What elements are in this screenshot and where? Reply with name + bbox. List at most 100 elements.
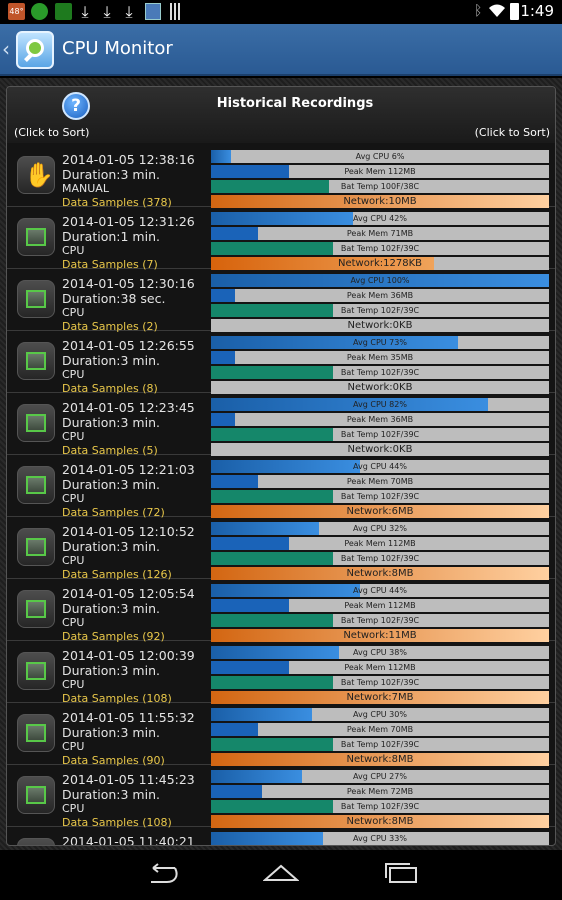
bat-temp-bar-label: Bat Temp 102F/39C xyxy=(340,616,420,625)
network-bar-label: Network:8MB xyxy=(346,754,414,765)
cpu-bar: Avg CPU 44% xyxy=(211,460,549,473)
back-icon[interactable] xyxy=(143,862,179,886)
cpu-bar: Avg CPU 44% xyxy=(211,584,549,597)
sort-left-button[interactable]: (Click to Sort) xyxy=(14,126,90,139)
recording-type-icon xyxy=(17,714,55,752)
bat-temp-bar: Bat Temp 102F/39C xyxy=(211,800,549,813)
recording-duration: Duration:3 min. xyxy=(62,353,160,368)
barcode-icon xyxy=(170,3,182,20)
chip-icon xyxy=(26,352,46,370)
mem-bar: Peak Mem 112MB xyxy=(211,165,549,178)
recording-type-icon xyxy=(17,652,55,690)
temp-badge-icon: 48° xyxy=(8,3,25,20)
recording-row[interactable]: 2014-01-05 12:31:26 Duration:1 min. CPU Dat… xyxy=(7,207,555,271)
mem-bar: Peak Mem 36MB xyxy=(211,413,549,426)
mem-bar-label: Peak Mem 35MB xyxy=(346,353,414,362)
magnifier-app-icon[interactable] xyxy=(16,31,54,69)
mem-bar-label: Peak Mem 112MB xyxy=(344,663,416,672)
recording-duration: Duration:3 min. xyxy=(62,415,160,430)
recording-row[interactable]: 2014-01-05 11:40:21 Avg CPU 33% xyxy=(7,827,555,846)
bat-temp-bar: Bat Temp 102F/39C xyxy=(211,552,549,565)
chip-icon xyxy=(26,724,46,742)
recording-duration: Duration:3 min. xyxy=(62,787,160,802)
cpu-bar: Avg CPU 6% xyxy=(211,150,549,163)
mem-bar: Peak Mem 112MB xyxy=(211,599,549,612)
chip-icon xyxy=(26,228,46,246)
network-bar-label: Network:1278KB xyxy=(338,258,422,269)
recording-duration: Duration:1 min. xyxy=(62,229,160,244)
recording-samples: Data Samples (8) xyxy=(62,382,158,395)
recording-date: 2014-01-05 12:21:03 xyxy=(62,462,195,477)
recording-date: 2014-01-05 12:30:16 xyxy=(62,276,195,291)
chevron-left-icon[interactable]: ‹ xyxy=(2,37,10,61)
recent-apps-icon[interactable] xyxy=(384,862,420,886)
recording-type-icon xyxy=(17,466,55,504)
network-bar-label: Network:7MB xyxy=(346,692,414,703)
cpu-bar-label: Avg CPU 44% xyxy=(353,462,407,471)
bat-temp-bar-label: Bat Temp 102F/39C xyxy=(340,740,420,749)
recording-row[interactable]: 2014-01-05 11:45:23 Duration:3 min. CPU Dat… xyxy=(7,765,555,829)
recording-row[interactable]: 2014-01-05 12:21:03 Duration:3 min. CPU Dat… xyxy=(7,455,555,519)
recording-row[interactable]: 2014-01-05 12:26:55 Duration:3 min. CPU Dat… xyxy=(7,331,555,395)
app-title: CPU Monitor xyxy=(62,38,173,59)
page-title: Historical Recordings xyxy=(216,96,374,111)
battery-app-icon xyxy=(55,3,72,20)
recording-row[interactable]: 2014-01-05 12:23:45 Duration:3 min. CPU Dat… xyxy=(7,393,555,457)
cpu-bar: Avg CPU 42% xyxy=(211,212,549,225)
bat-temp-bar: Bat Temp 100F/38C xyxy=(211,180,549,193)
recording-samples: Data Samples (72) xyxy=(62,506,165,519)
recording-type: CPU xyxy=(62,802,85,815)
recording-row[interactable]: ✋ 2014-01-05 12:38:16 Duration:3 min. MANUA… xyxy=(7,145,555,209)
recording-row[interactable]: 2014-01-05 11:55:32 Duration:3 min. CPU Dat… xyxy=(7,703,555,767)
mem-bar-label: Peak Mem 70MB xyxy=(346,477,414,486)
cpu-bar-label: Avg CPU 73% xyxy=(353,338,407,347)
bat-temp-bar-label: Bat Temp 100F/38C xyxy=(340,182,420,191)
mem-bar: Peak Mem 112MB xyxy=(211,537,549,550)
recording-type: CPU xyxy=(62,740,85,753)
mem-bar-label: Peak Mem 112MB xyxy=(344,167,416,176)
recordings-header: ? Historical Recordings (Click to Sort) … xyxy=(7,87,555,143)
mem-bar-label: Peak Mem 36MB xyxy=(346,291,414,300)
network-bar: Network:8MB xyxy=(211,567,549,580)
chip-icon xyxy=(26,538,46,556)
recording-row[interactable]: 2014-01-05 12:30:16 Duration:38 sec. CPU Da… xyxy=(7,269,555,333)
recording-date: 2014-01-05 12:26:55 xyxy=(62,338,195,353)
recording-type-icon xyxy=(17,590,55,628)
nav-bar xyxy=(0,850,562,900)
recording-samples: Data Samples (108) xyxy=(62,816,172,829)
cpu-bar-label: Avg CPU 42% xyxy=(353,214,407,223)
network-bar-label: Network:8MB xyxy=(346,568,414,579)
chip-icon xyxy=(26,414,46,432)
mem-bar-label: Peak Mem 36MB xyxy=(346,415,414,424)
mem-bar-label: Peak Mem 112MB xyxy=(344,601,416,610)
cpu-bar: Avg CPU 82% xyxy=(211,398,549,411)
cpu-bar: Avg CPU 73% xyxy=(211,336,549,349)
recording-row[interactable]: 2014-01-05 12:10:52 Duration:3 min. CPU Dat… xyxy=(7,517,555,581)
recording-duration: Duration:3 min. xyxy=(62,167,160,182)
network-bar: Network:6MB xyxy=(211,505,549,518)
recording-date: 2014-01-05 12:10:52 xyxy=(62,524,195,539)
mem-bar: Peak Mem 71MB xyxy=(211,227,549,240)
recording-duration: Duration:38 sec. xyxy=(62,291,166,306)
recording-date: 2014-01-05 11:40:21 xyxy=(62,834,195,846)
home-icon[interactable] xyxy=(262,862,300,886)
recording-type: CPU xyxy=(62,678,85,691)
mem-bar: Peak Mem 70MB xyxy=(211,723,549,736)
recording-row[interactable]: 2014-01-05 12:05:54 Duration:3 min. CPU Dat… xyxy=(7,579,555,643)
mem-bar-label: Peak Mem 71MB xyxy=(346,229,414,238)
recording-samples: Data Samples (2) xyxy=(62,320,158,333)
recording-samples: Data Samples (108) xyxy=(62,692,172,705)
help-icon[interactable]: ? xyxy=(62,92,90,120)
content-area: ? Historical Recordings (Click to Sort) … xyxy=(0,78,562,850)
recordings-panel: ? Historical Recordings (Click to Sort) … xyxy=(6,86,556,846)
cpu-bar-label: Avg CPU 32% xyxy=(353,524,407,533)
status-bar: 48° ⤓ ⤓ ⤓ ᛒ 1:49 xyxy=(0,0,562,24)
recording-type-icon xyxy=(17,280,55,318)
network-bar: Network:0KB xyxy=(211,319,549,332)
cpu-bar: Avg CPU 38% xyxy=(211,646,549,659)
network-bar-label: Network:0KB xyxy=(347,320,413,331)
chip-icon xyxy=(26,786,46,804)
recording-row[interactable]: 2014-01-05 12:00:39 Duration:3 min. CPU Dat… xyxy=(7,641,555,705)
sort-right-button[interactable]: (Click to Sort) xyxy=(474,126,550,139)
bat-temp-bar-label: Bat Temp 102F/39C xyxy=(340,802,420,811)
